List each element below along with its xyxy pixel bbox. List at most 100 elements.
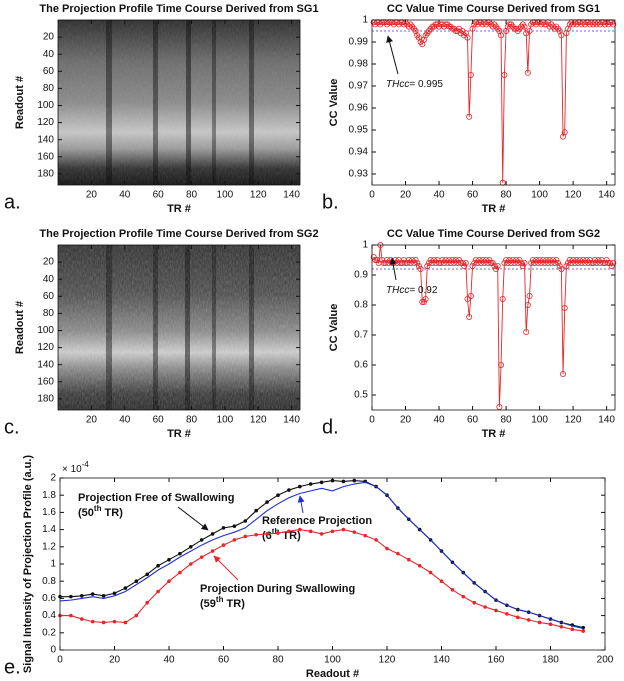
y-tick-label: 0.93 xyxy=(349,169,369,180)
data-point xyxy=(451,259,458,266)
annotation-arrow xyxy=(389,257,397,281)
data-point xyxy=(548,622,553,626)
data-point xyxy=(370,253,377,260)
data-point xyxy=(199,538,204,542)
y-tick-label: 20 xyxy=(43,32,55,43)
data-point xyxy=(459,259,466,266)
chart-title: CC Value Time Course Derived from SG2 xyxy=(387,228,600,240)
data-point xyxy=(276,493,280,498)
data-point xyxy=(427,256,434,263)
data-point xyxy=(537,620,542,625)
data-point xyxy=(199,555,204,559)
x-tick-label: 80 xyxy=(272,655,284,666)
x-tick-label: 200 xyxy=(597,655,614,666)
threshold-annotation: THcc= 0.995 xyxy=(386,79,443,90)
data-point xyxy=(420,298,427,305)
data-point xyxy=(297,527,302,532)
y-tick-label: 80 xyxy=(43,308,55,319)
data-point xyxy=(407,259,414,266)
annotation-arrow xyxy=(386,35,399,75)
y-tick-label: 60 xyxy=(43,66,55,77)
data-point xyxy=(570,627,575,632)
data-point xyxy=(521,259,528,266)
note-part: (59 xyxy=(200,598,216,610)
data-point xyxy=(410,259,417,266)
x-tick-label: 60 xyxy=(153,415,165,426)
x-tick-label: 120 xyxy=(250,415,267,426)
data-point xyxy=(90,592,95,596)
data-point xyxy=(431,256,438,263)
x-tick-label: 140 xyxy=(283,415,300,426)
y-axis-label: CC Value xyxy=(328,79,340,127)
y-tick-label: 1.2 xyxy=(42,541,56,552)
data-point xyxy=(534,259,541,266)
data-point xyxy=(561,304,568,311)
panel-label: b. xyxy=(322,191,339,213)
multiplier-base: × 10 xyxy=(62,464,82,475)
y-tick-label: 1 xyxy=(362,240,368,251)
x-tick-label: 80 xyxy=(186,190,198,201)
x-axis-label: TR # xyxy=(482,428,506,440)
data-point xyxy=(265,500,269,504)
y-tick-label: 0.9 xyxy=(354,270,368,281)
data-point xyxy=(90,619,95,624)
y-tick-label: 0.95 xyxy=(349,125,369,136)
data-point xyxy=(308,529,313,534)
data-point xyxy=(415,262,422,269)
data-point xyxy=(232,524,237,528)
data-point xyxy=(464,295,471,302)
data-point xyxy=(287,529,291,534)
y-tick-label: 80 xyxy=(43,83,55,94)
data-point xyxy=(544,259,551,266)
data-point xyxy=(352,478,357,483)
data-point xyxy=(330,529,335,534)
data-point xyxy=(221,543,226,547)
data-point xyxy=(514,259,521,266)
data-point xyxy=(566,256,573,263)
y-tick-label: 140 xyxy=(37,359,54,370)
data-point xyxy=(449,256,456,263)
note-part: th xyxy=(94,504,102,513)
heatmap-image xyxy=(58,20,300,185)
x-tick-label: 100 xyxy=(531,190,548,201)
data-point xyxy=(404,259,411,266)
data-point xyxy=(374,538,378,542)
x-tick-label: 140 xyxy=(598,190,615,201)
data-point xyxy=(123,586,128,590)
data-point xyxy=(491,262,498,269)
data-point xyxy=(503,256,510,263)
data-point xyxy=(483,605,487,609)
y-tick-label: 1 xyxy=(362,15,368,26)
x-tick-label: 120 xyxy=(565,190,582,201)
data-point xyxy=(559,624,564,629)
x-tick-label: 20 xyxy=(400,415,412,426)
series-annotation: Reference Projection xyxy=(262,515,372,527)
data-point xyxy=(178,551,182,556)
data-point xyxy=(549,256,556,263)
x-tick-label: 160 xyxy=(488,655,505,666)
data-point xyxy=(524,69,531,76)
data-point xyxy=(526,292,533,299)
y-tick-label: 0 xyxy=(50,645,56,656)
data-point xyxy=(422,295,429,302)
data-point xyxy=(123,620,128,625)
x-tick-label: 40 xyxy=(433,415,445,426)
data-point xyxy=(513,256,520,263)
x-tick-label: 60 xyxy=(153,190,165,201)
data-point xyxy=(595,256,602,263)
x-tick-label: 40 xyxy=(119,190,131,201)
data-point xyxy=(506,256,513,263)
data-point xyxy=(156,589,160,594)
data-point xyxy=(565,259,572,266)
y-tick-label: 0.6 xyxy=(42,593,56,604)
data-point xyxy=(243,519,248,523)
data-point xyxy=(553,256,560,263)
data-point xyxy=(134,613,139,618)
y-tick-label: 60 xyxy=(43,291,55,302)
data-point xyxy=(414,259,421,266)
data-point xyxy=(511,259,518,266)
data-point xyxy=(232,538,237,542)
data-point xyxy=(462,259,469,266)
x-tick-label: 60 xyxy=(467,415,479,426)
